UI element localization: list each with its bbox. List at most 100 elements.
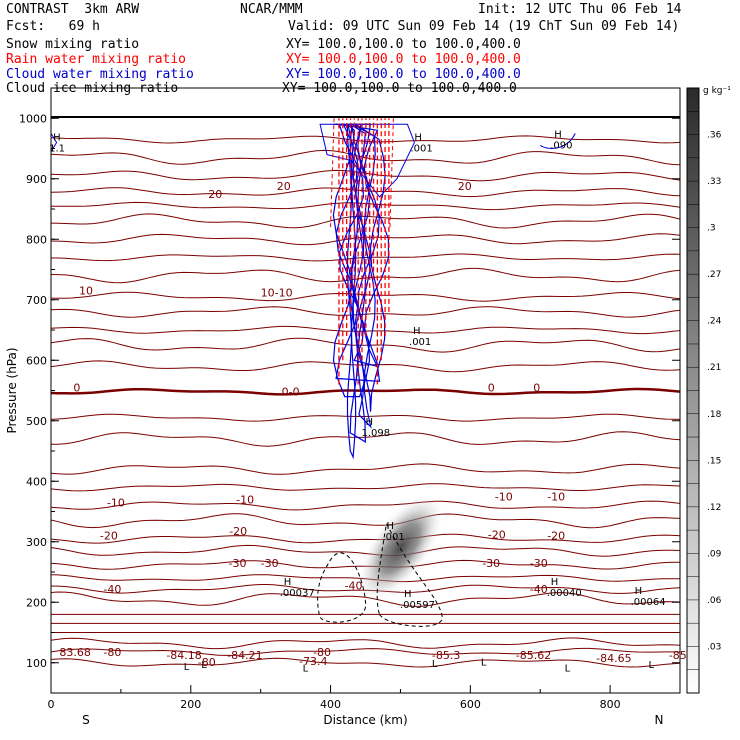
field-cloudwater-xy: XY= 100.0,100.0 to 100.0,400.0 <box>286 67 521 82</box>
cloud-water-contour <box>539 133 576 149</box>
extremum-value: .00597 <box>400 600 435 611</box>
y-tick-label: 900 <box>26 173 47 186</box>
extremum-value: .00037 <box>280 588 315 599</box>
colorbar-tick-label: .33 <box>707 177 721 187</box>
extremum-marker-H: H <box>413 326 421 337</box>
extremum-value: .001 <box>382 532 404 543</box>
plot-area <box>51 116 680 668</box>
extremum-value: 1.1 <box>49 143 65 154</box>
contour-label: -80 <box>198 656 216 669</box>
extremum-marker-L: L <box>649 660 655 671</box>
temperature-contour <box>51 647 680 656</box>
contour-label: -30 <box>229 557 247 570</box>
contour-label: 0 <box>488 381 495 394</box>
extremum-marker-H: H <box>554 129 562 140</box>
x-tick-label: 0 <box>48 698 55 711</box>
colorbar-tick-label: .06 <box>707 596 722 606</box>
colorbar-tick-label: .15 <box>707 456 721 466</box>
contour-label: 10-10 <box>261 286 293 299</box>
temperature-contour <box>51 253 680 262</box>
field-rain-name: Rain water mixing ratio <box>6 52 187 67</box>
y-tick-label: 700 <box>26 294 47 307</box>
contour-label: 83.68 <box>59 646 91 659</box>
colorbar: .03 .06 .09 .12 .15 .18 .21 .24 .27 .3 .33 .36 g kg⁻… <box>686 86 731 694</box>
extremum-marker-H: H <box>414 132 422 143</box>
contour-label: -85.3 <box>432 649 460 662</box>
extremum-marker-H: H <box>635 586 643 597</box>
colorbar-tick-label: .36 <box>707 131 722 141</box>
contour-label: -20 <box>100 530 118 543</box>
valid-time: Valid: 09 UTC Sun 09 Feb 14 (19 ChT Sun … <box>288 19 680 34</box>
temperature-contour <box>51 513 680 529</box>
colorbar-units: g kg⁻¹ <box>703 86 731 96</box>
extremum-marker-L: L <box>201 660 207 671</box>
contour-label: 0 <box>533 381 540 394</box>
cloud-ice-contour <box>317 552 367 623</box>
contour-label: -20 <box>229 525 247 538</box>
contour-label: -10 <box>236 493 254 506</box>
contour-label: -10 <box>107 496 125 509</box>
y-tick-label: 100 <box>26 657 47 670</box>
field-rain-xy: XY= 100.0,100.0 to 100.0,400.0 <box>286 52 521 67</box>
y-tick-label: 200 <box>26 596 47 609</box>
extremum-marker-L: L <box>303 664 309 675</box>
extremum-value: .001 <box>410 143 432 154</box>
extremum-marker-H: H <box>386 521 394 532</box>
contour-label: -20 <box>488 528 506 541</box>
model-title: CONTRAST 3km ARW <box>6 2 140 17</box>
forecast-hour: Fcst: 69 h <box>6 19 100 34</box>
contour-label: -30 <box>530 557 548 570</box>
center-title: NCAR/MMM <box>240 2 303 17</box>
field-cloudwater-name: Cloud water mixing ratio <box>6 67 194 82</box>
x-tick-label: 400 <box>320 698 341 711</box>
x-tick-label: 600 <box>460 698 481 711</box>
endpoint-north: N <box>655 713 664 727</box>
temperature-contour <box>51 483 680 492</box>
contour-label: 0 <box>73 381 80 394</box>
extremum-marker-L: L <box>565 664 571 675</box>
extremum-marker-L: L <box>184 662 190 673</box>
y-tick-label: 600 <box>26 354 47 367</box>
extremum-value: .00040 <box>547 588 582 599</box>
field-snow-name: Snow mixing ratio <box>6 37 140 52</box>
temperature-contour--80 <box>51 657 680 668</box>
extremum-marker-H: H <box>551 577 559 588</box>
contour-label: -40 <box>103 583 121 596</box>
temperature-contour <box>51 337 680 353</box>
cloud-water-contour <box>332 123 371 398</box>
extremum-marker-H: H <box>53 132 61 143</box>
contour-label: -40 <box>345 579 363 592</box>
extremum-marker-H: H <box>404 589 412 600</box>
contour-label: -20 <box>547 530 565 543</box>
extremum-marker-H: H <box>284 577 292 588</box>
extremum-value: 1.098 <box>362 428 391 439</box>
cloud-ice-contour <box>376 522 443 627</box>
snow-shading <box>358 494 443 602</box>
contour-label: -85.62 <box>516 649 551 662</box>
cloud-water-contour <box>350 123 376 429</box>
colorbar-tick-label: .03 <box>707 642 721 652</box>
contour-label: 20 <box>458 180 472 193</box>
rain-water-contour <box>389 118 394 228</box>
contour-label: -80 <box>103 646 121 659</box>
contour-label: -10 <box>547 490 565 503</box>
temperature-contour-0 <box>51 387 680 396</box>
colorbar-tick-label: .3 <box>707 224 716 234</box>
contour-label: -84.21 <box>227 649 262 662</box>
y-tick-label: 500 <box>26 415 47 428</box>
contour-label: -30 <box>261 557 279 570</box>
colorbar-tick-label: .18 <box>707 410 722 420</box>
contour-label: 10 <box>79 285 93 298</box>
temperature-contour <box>51 413 680 422</box>
cloud-water-contour <box>319 123 415 198</box>
y-axis-title: Pressure (hPa) <box>5 347 19 433</box>
colorbar-tick-label: .24 <box>707 317 722 327</box>
labels-layer: -80-80-80-73.483.68 -84.18 -84.21 -85.3 -85.… <box>49 129 697 674</box>
contour-label: -73.4 <box>299 655 327 668</box>
extremum-value: .001 <box>409 337 431 348</box>
colorbar-tick-label: .12 <box>707 503 721 513</box>
contour-label: -84.65 <box>596 652 631 665</box>
contour-label: -40 <box>530 583 548 596</box>
contour-label: 20 <box>277 180 291 193</box>
